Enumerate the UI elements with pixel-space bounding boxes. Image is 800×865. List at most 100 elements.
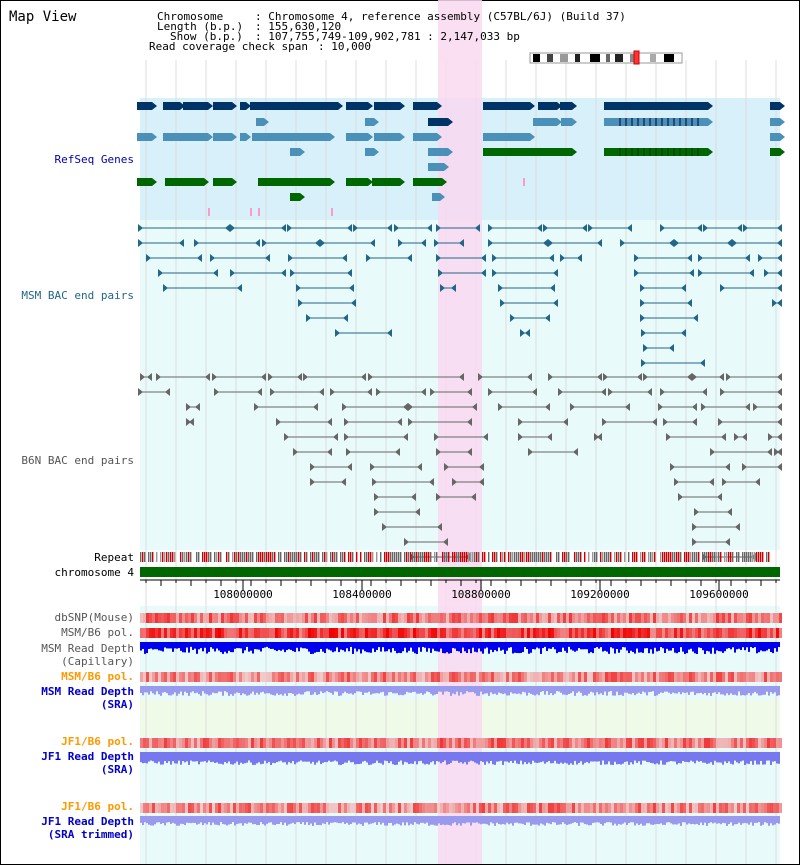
depth-bar [470,686,472,693]
polymorphism-cell [614,672,617,682]
gene-feature[interactable] [163,102,180,110]
depth-bar [226,752,228,764]
gene-feature[interactable] [137,133,152,141]
depth-bar [172,752,174,762]
gene-feature[interactable] [413,178,442,186]
gene-feature[interactable] [258,178,330,186]
depth-bar [180,816,182,824]
gene-feature[interactable] [770,148,780,156]
depth-bar [264,642,266,648]
gene-feature[interactable] [483,102,530,110]
track-label-jf1-b6-pol-2[interactable]: JF1/B6 pol. [61,800,134,813]
gene-feature[interactable] [252,133,330,141]
msm-bac-pair-end [669,239,674,247]
gene-feature[interactable] [213,102,232,110]
depth-bar [544,642,546,647]
polymorphism-cell [461,613,464,623]
gene-feature[interactable] [346,102,368,110]
track-label-msm-b6-pol-2[interactable]: MSM/B6 pol. [61,670,134,683]
track-label-jf1-read-depth-trimmed[interactable]: JF1 Read Depth [41,815,134,828]
gene-feature[interactable] [240,133,246,141]
gene-feature[interactable] [250,102,338,110]
polymorphism-cell [350,672,353,682]
gene-feature[interactable] [183,102,208,110]
polymorphism-cell [140,803,143,813]
depth-bar [738,816,740,823]
gene-feature[interactable] [560,102,572,110]
msm-bac-pair-end [640,314,645,322]
track-label-jf1-read-depth-sra[interactable]: JF1 Read Depth [41,750,134,763]
gene-feature[interactable] [604,118,612,126]
gene-feature[interactable] [483,148,572,156]
msm-bac-pair-end [745,254,750,262]
gene-feature[interactable] [483,133,530,141]
gene-feature[interactable] [290,193,300,201]
gene-feature[interactable] [165,178,204,186]
b6n-bac-pair-end [186,403,191,411]
gene-feature[interactable] [365,118,374,126]
gene-feature[interactable] [612,118,708,126]
selection-highlight[interactable] [438,0,482,864]
gene-feature[interactable] [137,102,152,110]
gene-feature[interactable] [213,133,232,141]
track-label-msm-read-depth-sra[interactable]: MSM Read Depth [41,685,134,698]
polymorphism-cell [719,613,722,623]
gene-feature[interactable] [533,118,557,126]
gene-feature[interactable] [213,178,232,186]
gene-feature[interactable] [770,102,780,110]
gene-feature[interactable] [240,102,246,110]
gene-feature[interactable] [428,163,444,171]
gene-feature[interactable] [137,178,152,186]
gene-feature[interactable] [374,133,400,141]
depth-bar [592,686,594,693]
gene-feature[interactable] [365,148,374,156]
gene-feature[interactable] [604,102,612,110]
track-label-msm-b6-pol-1[interactable]: MSM/B6 pol. [61,626,134,639]
polymorphism-cell [731,672,734,682]
gene-feature[interactable] [428,118,448,126]
track-label-msm-bac-end-pairs[interactable]: MSM BAC end pairs [21,289,134,302]
gene-feature[interactable] [561,118,572,126]
gene-feature[interactable] [413,133,437,141]
gene-feature[interactable] [346,178,368,186]
gene-feature[interactable] [770,133,780,141]
polymorphism-cell [626,613,629,623]
depth-bar [662,752,664,765]
track-label-b6n-bac-end-pairs[interactable]: B6N BAC end pairs [21,454,134,467]
depth-bar [140,642,142,651]
b6n-bac-pair-end [415,508,420,516]
polymorphism-cell [692,803,695,813]
track-label-chromosome[interactable]: chromosome 4 [54,566,134,579]
track-label-dbsnp[interactable]: dbSNP(Mouse) [54,611,134,624]
ideogram-position-marker[interactable] [633,50,640,65]
depth-bar [146,752,148,764]
gene-feature[interactable] [538,102,557,110]
gene-feature[interactable] [374,102,400,110]
gene-feature[interactable] [432,193,440,201]
track-label-refseq-genes[interactable]: RefSeq Genes [54,153,134,166]
gene-feature[interactable] [256,118,264,126]
track-label-repeat[interactable]: Repeat [94,551,134,564]
gene-feature[interactable] [428,148,448,156]
track-label-msm-read-depth-capillary[interactable]: MSM Read Depth [41,642,134,655]
repeat-element [536,552,538,562]
chromosome-bar[interactable] [140,567,780,577]
gene-feature[interactable] [770,118,780,126]
gene-feature[interactable] [290,148,300,156]
polymorphism-cell [731,803,734,813]
polymorphism-cell [359,803,362,813]
gene-feature[interactable] [163,133,208,141]
axis-tick-label: 109200000 [570,588,630,601]
depth-bar [432,752,434,762]
depth-bar [352,686,354,695]
gene-feature[interactable] [372,178,400,186]
polymorphism-cell [719,738,722,748]
gene-feature[interactable] [413,102,437,110]
track-label-jf1-b6-pol-1[interactable]: JF1/B6 pol. [61,735,134,748]
gene-feature[interactable] [612,102,708,110]
b6n-bac-pair-end [742,433,747,441]
b6n-bac-pair-end [147,373,152,381]
depth-bar [242,752,244,764]
gene-feature[interactable] [346,133,368,141]
